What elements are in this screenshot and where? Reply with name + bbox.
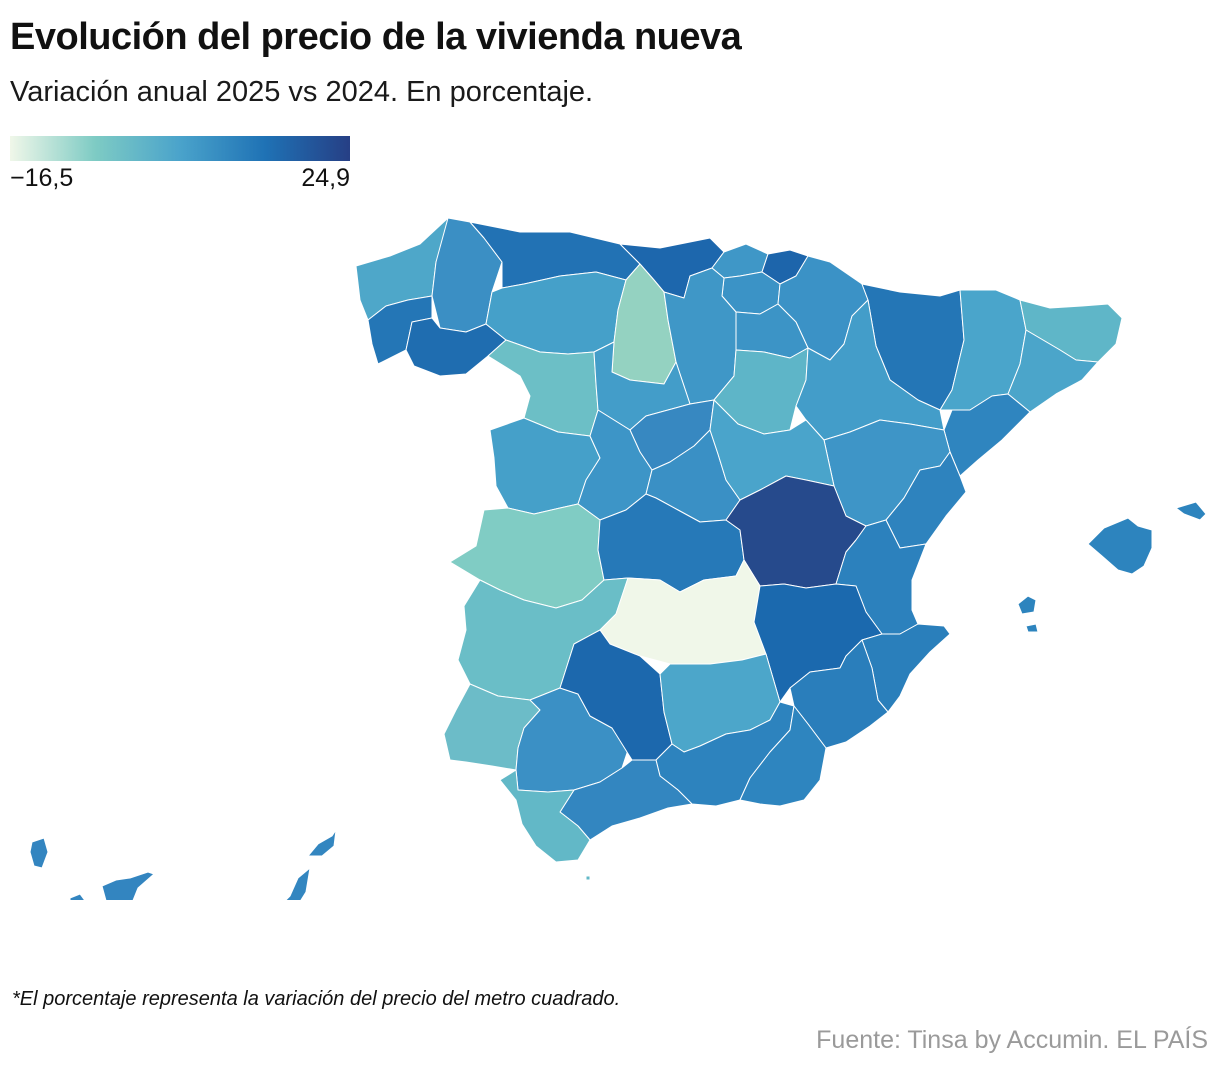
region-fuerteventura: Las Palmas (285, 867, 311, 900)
region-barcelona: Barcelona (1007, 329, 1099, 413)
spain-province-map: A Coruña Lugo Pontevedra Ourense Asturia… (29, 217, 1207, 900)
legend-min-label: −16,5 (10, 164, 74, 192)
region-cadiz: Cádiz (499, 769, 591, 863)
region-tenerife: Santa Cruz de Tenerife (101, 871, 155, 900)
region-baleares-mallorca: Baleares (1087, 517, 1153, 575)
region-zaragoza: Zaragoza (795, 299, 945, 441)
region-soria: Soria (713, 347, 809, 435)
region-baleares-ibiza: Baleares (1017, 595, 1037, 615)
source-credit: Fuente: Tinsa by Accumin. EL PAÍS (816, 1026, 1208, 1054)
region-la-palma: Santa Cruz de Tenerife (29, 837, 49, 869)
color-legend: −16,5 24,9 (10, 136, 350, 192)
region-almeria: Almería (739, 705, 827, 807)
chart-title: Evolución del precio de la vivienda nuev… (10, 16, 742, 58)
legend-max-label: 24,9 (301, 164, 350, 192)
region-ceuta-dot: Cádiz (585, 875, 591, 881)
region-baleares-menorca: Baleares (1175, 501, 1207, 521)
footnote: *El porcentaje representa la variación d… (12, 988, 621, 1010)
region-baleares-formentera: Baleares (1025, 623, 1039, 633)
chart-subtitle: Variación anual 2025 vs 2024. En porcent… (10, 76, 594, 108)
region-gomera: Santa Cruz de Tenerife (69, 893, 86, 900)
legend-gradient-bar (10, 136, 350, 161)
region-lanzarote: Las Palmas (307, 829, 337, 857)
region-castellon: Castellón (885, 451, 967, 549)
region-zamora: Zamora (487, 339, 599, 437)
